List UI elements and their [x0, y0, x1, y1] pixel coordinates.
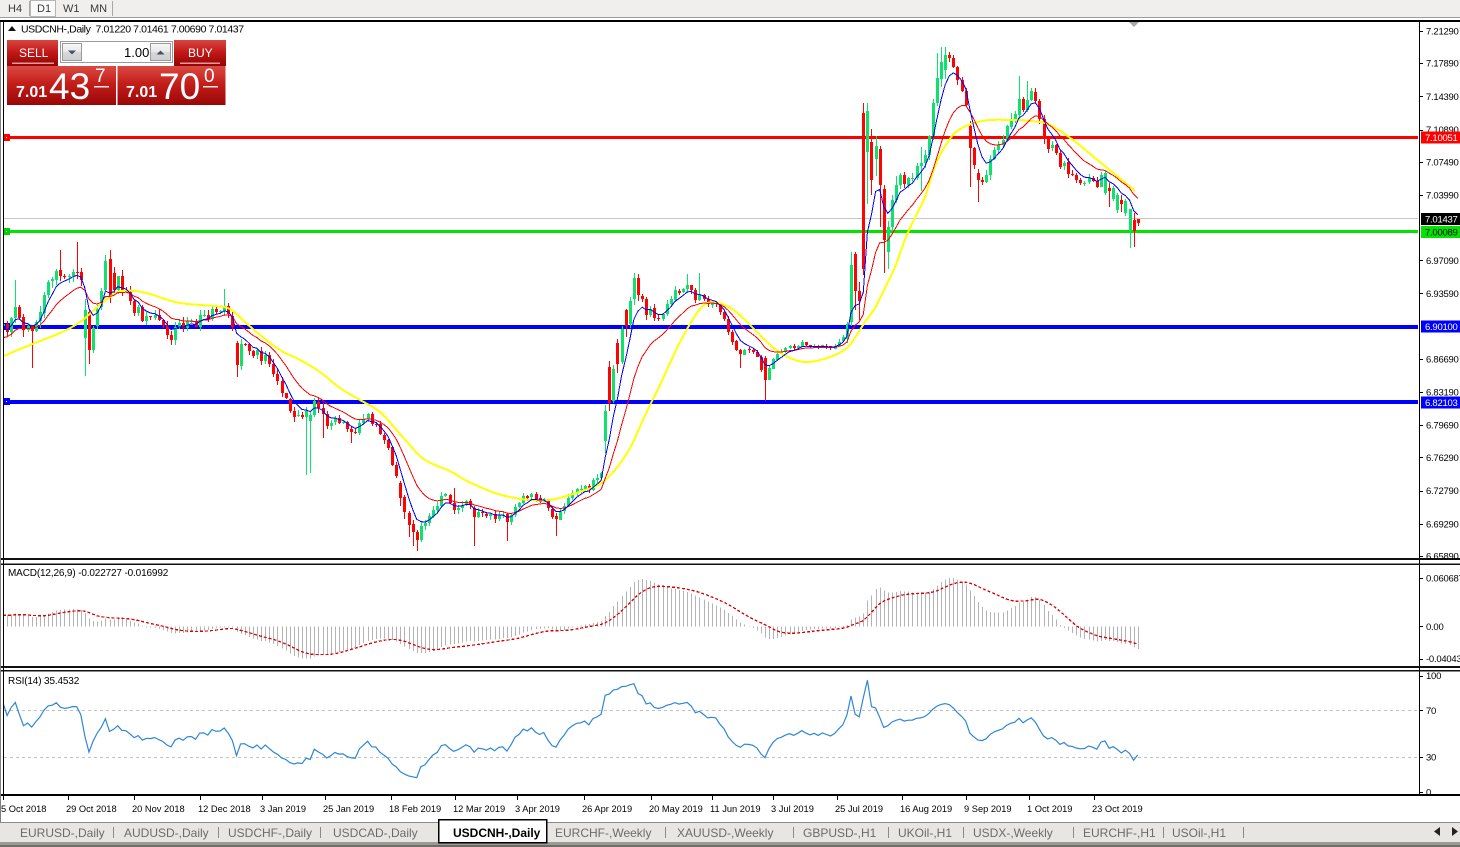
svg-text:100: 100 — [1426, 671, 1441, 682]
svg-text:20 May 2019: 20 May 2019 — [649, 804, 703, 814]
svg-text:6.93590: 6.93590 — [1426, 289, 1459, 300]
svg-text:-0.04043: -0.04043 — [1426, 654, 1460, 665]
svg-text:XAUUSD-,Weekly: XAUUSD-,Weekly — [677, 826, 773, 840]
svg-text:USOil-,H1: USOil-,H1 — [1172, 826, 1226, 840]
svg-text:7.17890: 7.17890 — [1426, 59, 1459, 70]
svg-text:6.82103: 6.82103 — [1425, 398, 1458, 409]
svg-text:23 Oct 2019: 23 Oct 2019 — [1092, 804, 1143, 814]
svg-text:UKOil-,H1: UKOil-,H1 — [898, 826, 952, 840]
svg-text:MN: MN — [90, 3, 107, 15]
svg-text:EURUSD-,Daily: EURUSD-,Daily — [20, 826, 105, 840]
svg-text:USDCNH-,Daily: USDCNH-,Daily — [453, 826, 541, 840]
svg-text:20 Nov 2018: 20 Nov 2018 — [132, 804, 185, 814]
svg-text:W1: W1 — [63, 3, 80, 15]
svg-text:USDX-,Weekly: USDX-,Weekly — [973, 826, 1053, 840]
svg-text:7.01: 7.01 — [126, 84, 157, 101]
svg-text:BUY: BUY — [188, 46, 213, 60]
svg-text:7.10051: 7.10051 — [1425, 133, 1458, 144]
svg-text:43: 43 — [49, 66, 90, 107]
svg-text:6.76290: 6.76290 — [1426, 453, 1459, 464]
svg-text:MACD(12,26,9) -0.022727 -0.016: MACD(12,26,9) -0.022727 -0.016992 — [8, 568, 169, 579]
svg-text:7: 7 — [95, 66, 106, 87]
svg-text:6.83190: 6.83190 — [1426, 388, 1459, 399]
svg-text:25 Jan 2019: 25 Jan 2019 — [323, 804, 374, 814]
svg-text:7.03990: 7.03990 — [1426, 190, 1459, 201]
svg-text:7.01: 7.01 — [16, 84, 47, 101]
svg-text:USDCAD-,Daily: USDCAD-,Daily — [333, 826, 418, 840]
svg-text:1.00: 1.00 — [124, 45, 149, 60]
svg-text:7.21290: 7.21290 — [1426, 27, 1459, 38]
svg-text:RSI(14) 35.4532: RSI(14) 35.4532 — [8, 676, 80, 687]
svg-text:16 Aug 2019: 16 Aug 2019 — [900, 804, 952, 814]
svg-text:EURCHF-,Weekly: EURCHF-,Weekly — [555, 826, 651, 840]
svg-text:11 Jun 2019: 11 Jun 2019 — [710, 804, 761, 814]
svg-text:H4: H4 — [8, 3, 22, 15]
svg-text:6.72790: 6.72790 — [1426, 486, 1459, 497]
svg-text:3 Jul 2019: 3 Jul 2019 — [771, 804, 814, 814]
svg-text:7.01437: 7.01437 — [1425, 215, 1458, 226]
svg-text:3 Jan 2019: 3 Jan 2019 — [260, 804, 306, 814]
svg-text:12 Mar 2019: 12 Mar 2019 — [453, 804, 505, 814]
svg-text:0.060687: 0.060687 — [1426, 574, 1460, 585]
svg-text:12 Dec 2018: 12 Dec 2018 — [198, 804, 251, 814]
svg-text:30: 30 — [1426, 753, 1436, 764]
svg-text:18 Feb 2019: 18 Feb 2019 — [389, 804, 441, 814]
svg-text:5 Oct 2018: 5 Oct 2018 — [1, 804, 46, 814]
svg-text:GBPUSD-,H1: GBPUSD-,H1 — [803, 826, 877, 840]
svg-text:6.97090: 6.97090 — [1426, 256, 1459, 267]
svg-text:29 Oct 2018: 29 Oct 2018 — [66, 804, 117, 814]
svg-text:7.10890: 7.10890 — [1426, 125, 1459, 136]
svg-text:26 Apr 2019: 26 Apr 2019 — [582, 804, 632, 814]
svg-text:70: 70 — [159, 66, 200, 107]
svg-text:USDCHF-,Daily: USDCHF-,Daily — [228, 826, 312, 840]
svg-text:EURCHF-,H1: EURCHF-,H1 — [1083, 826, 1156, 840]
svg-text:25 Jul 2019: 25 Jul 2019 — [835, 804, 883, 814]
svg-text:1 Oct 2019: 1 Oct 2019 — [1027, 804, 1072, 814]
svg-text:6.86690: 6.86690 — [1426, 354, 1459, 365]
svg-text:6.90100: 6.90100 — [1425, 322, 1458, 333]
svg-text:USDCNH-,Daily 7.01220 7.01461: USDCNH-,Daily 7.01220 7.01461 7.00690 7.… — [21, 24, 244, 36]
svg-text:6.69290: 6.69290 — [1426, 519, 1459, 530]
svg-text:9 Sep 2019: 9 Sep 2019 — [964, 804, 1012, 814]
svg-text:0.00: 0.00 — [1426, 622, 1444, 633]
svg-text:7.14390: 7.14390 — [1426, 92, 1459, 103]
svg-text:0: 0 — [204, 66, 215, 87]
svg-text:6.79690: 6.79690 — [1426, 421, 1459, 432]
svg-text:D1: D1 — [37, 3, 51, 15]
svg-text:7.07490: 7.07490 — [1426, 157, 1459, 168]
svg-text:SELL: SELL — [19, 46, 49, 60]
svg-text:AUDUSD-,Daily: AUDUSD-,Daily — [124, 826, 209, 840]
svg-text:0: 0 — [1426, 787, 1431, 798]
svg-text:70: 70 — [1426, 706, 1436, 717]
svg-text:3 Apr 2019: 3 Apr 2019 — [515, 804, 560, 814]
svg-text:6.65890: 6.65890 — [1426, 552, 1459, 563]
svg-text:7.00089: 7.00089 — [1425, 227, 1458, 238]
